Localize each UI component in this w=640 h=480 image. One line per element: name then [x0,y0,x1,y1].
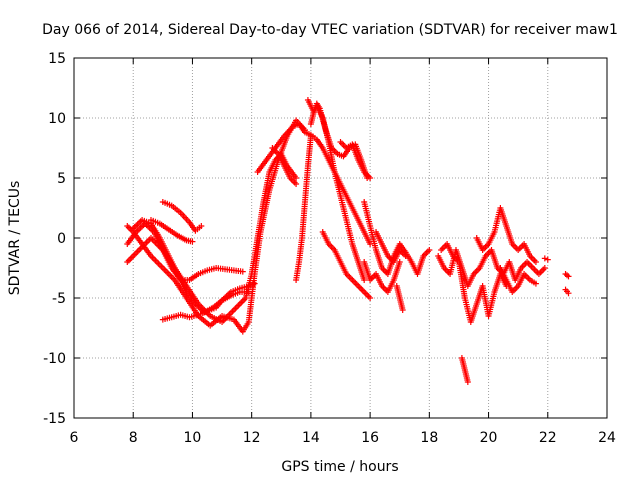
x-tick-label: 16 [361,430,379,446]
data-point [426,247,433,253]
data-point [367,295,374,301]
data-point [307,133,314,139]
data-points [124,97,572,385]
series-arc-u [473,205,539,265]
x-tick-label: 6 [70,430,79,446]
series-arc-n [293,133,314,283]
data-point [565,290,572,297]
x-tick-label: 22 [539,430,557,446]
series-arc-r [393,283,406,313]
series-arc-w [458,355,471,385]
data-point [532,280,539,287]
x-tick-label: 14 [302,430,320,446]
x-tick-label: 12 [243,430,261,446]
y-tick-label: 0 [57,231,66,247]
y-tick-label: -5 [52,291,66,307]
series-arc-m [337,139,374,181]
data-point [402,253,409,259]
series-arc-g [147,217,196,245]
grid [74,58,607,418]
series-arc-v [497,265,539,295]
data-point [541,255,548,262]
series-arc-e [159,280,258,323]
x-tick-label: 8 [129,430,138,446]
data-point [245,289,252,295]
x-tick-label: 24 [598,430,616,446]
data-point [399,307,406,313]
x-tick-label: 10 [184,430,202,446]
data-point [396,259,403,265]
x-axis-label: GPS time / hours [281,459,398,475]
series-arc-p [361,259,403,295]
data-point [541,265,548,271]
y-tick-label: 5 [57,171,66,187]
data-point [251,280,258,287]
series-arc-i [269,145,300,187]
data-point [239,268,246,275]
data-point [367,175,374,181]
data-point [544,256,551,263]
axis-ticks: 6 8 10 12 14 16 18 20 22 24 -15 -10 -5 0 5 10 15 [43,51,616,446]
x-tick-label: 20 [480,430,498,446]
data-point [189,238,196,245]
chart-title: Day 066 of 2014, Sidereal Day-to-day VTE… [42,22,618,38]
series-arc-q [373,229,409,265]
series-arc-s [435,247,548,289]
y-tick-label: 15 [48,51,66,67]
x-tick-label: 18 [420,430,438,446]
y-axis-label: SDTVAR / TECUs [7,181,23,296]
y-tick-label: -10 [43,351,66,367]
data-point [198,223,205,229]
series-arc-f [159,199,205,234]
data-point [293,175,300,181]
series-arc-y [562,286,572,297]
series-arc-l [319,229,374,301]
series-arc-k [307,103,368,283]
data-point [532,259,539,265]
y-tick-label: 10 [48,111,66,127]
series-arc-z [541,255,551,263]
series-arc-t [438,241,510,325]
data-point [464,379,471,385]
data-point [565,273,572,280]
data-point [361,277,368,283]
data-point [293,181,300,187]
series-arc-o [361,199,433,277]
y-tick-label: -15 [43,411,66,427]
series-arc-x [562,271,572,280]
